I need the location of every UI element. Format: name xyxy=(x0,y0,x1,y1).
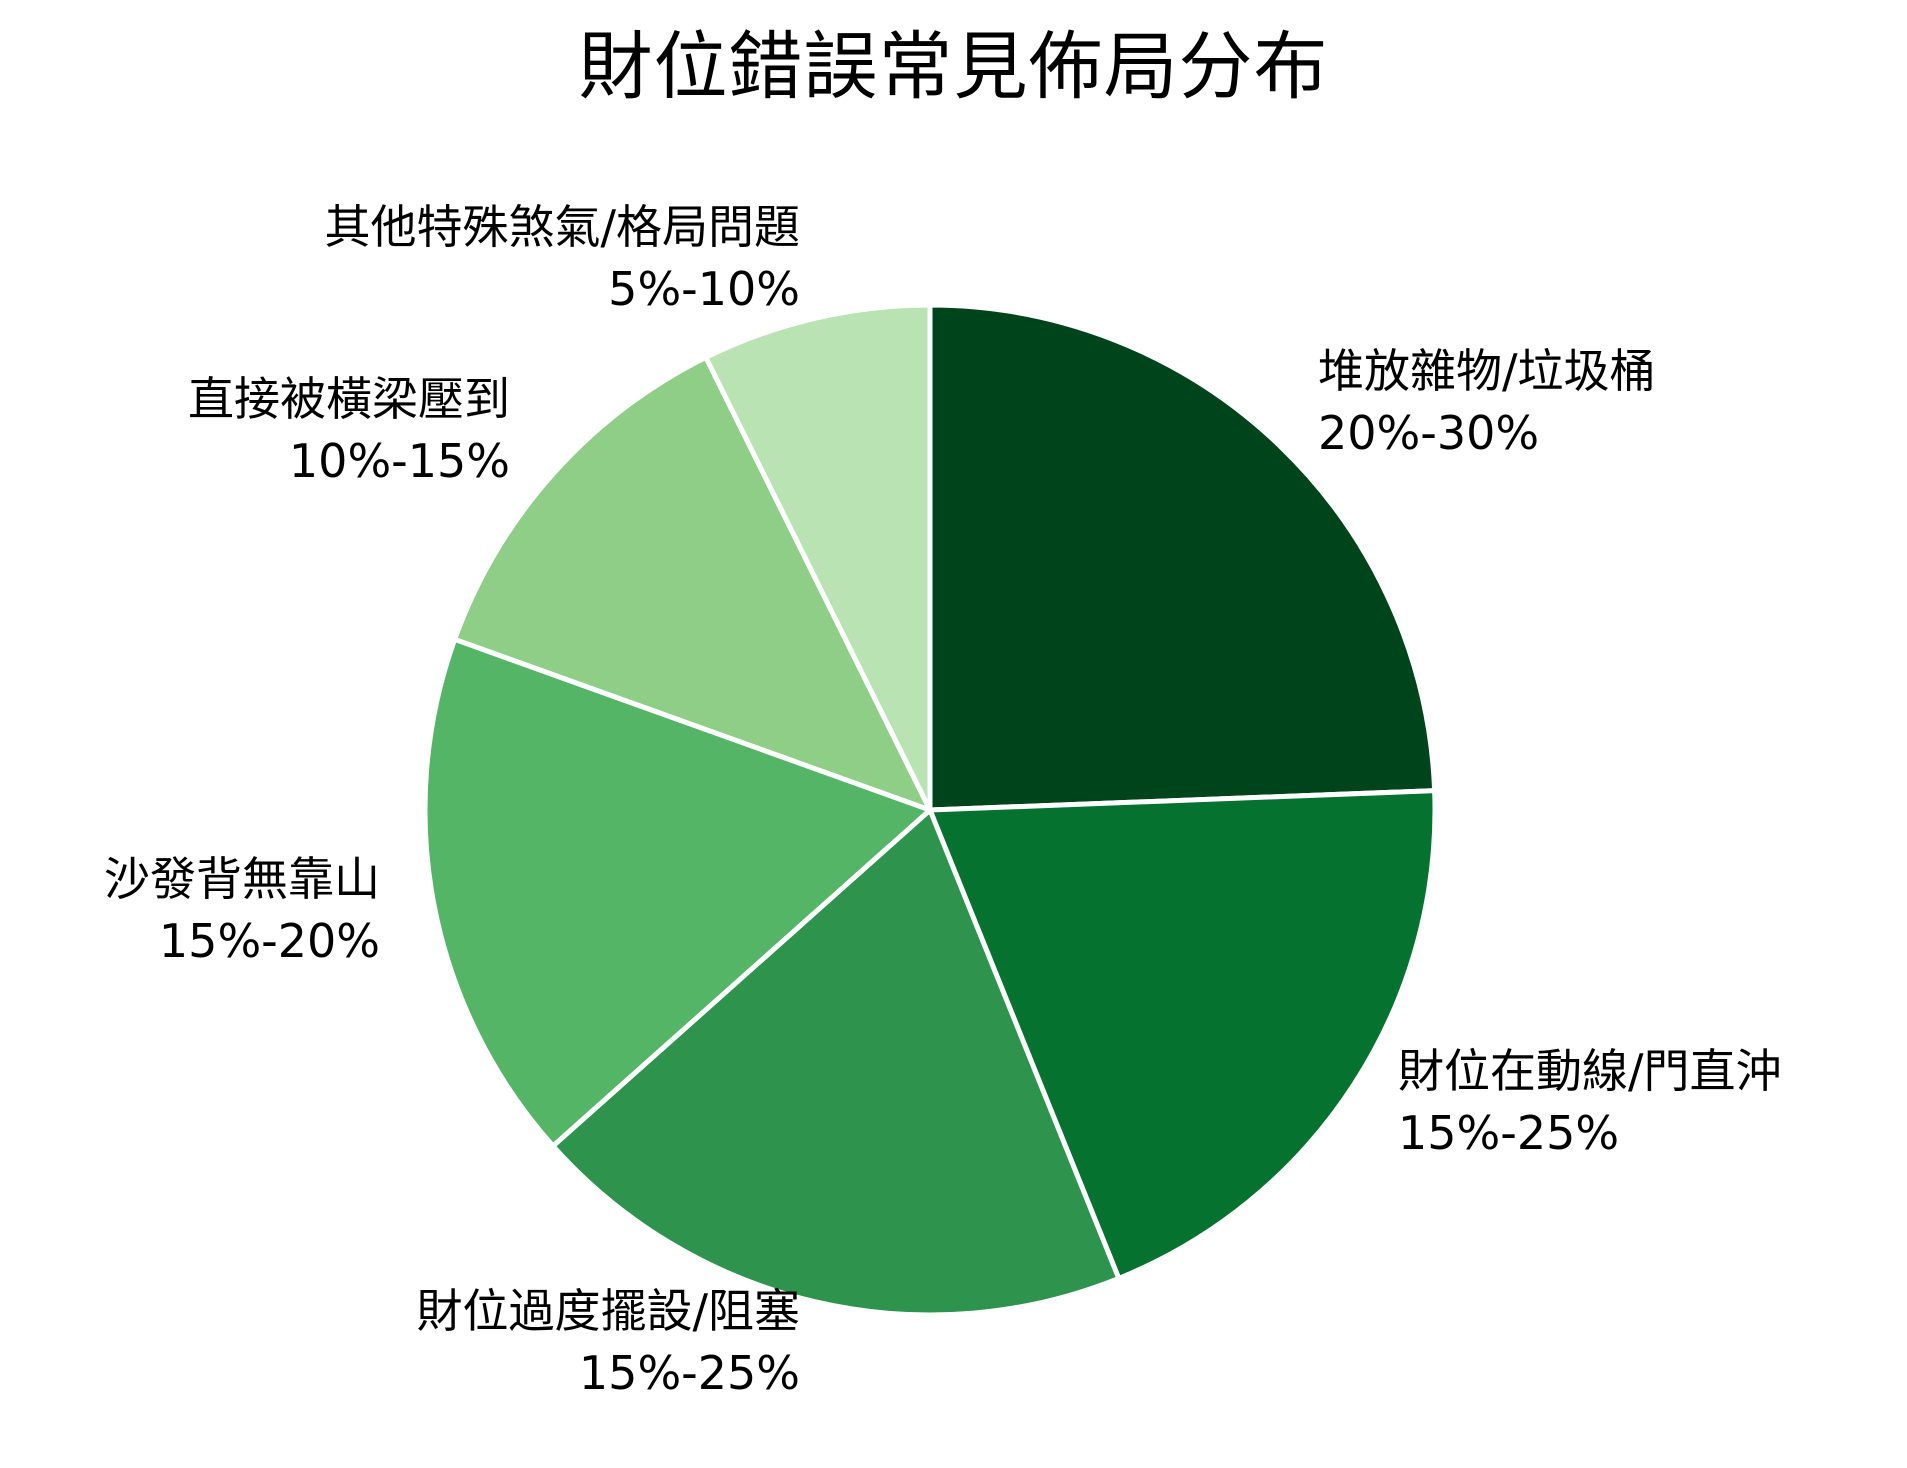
slice-name: 財位在動線/門直沖 xyxy=(1398,1044,1782,1098)
slice-range: 20%-30% xyxy=(1318,406,1540,460)
slice-name: 財位過度擺設/阻塞 xyxy=(416,1284,801,1338)
slice-range: 15%-25% xyxy=(1398,1106,1620,1160)
slice-name: 堆放雜物/垃圾桶 xyxy=(1318,344,1656,398)
pie-slice xyxy=(452,354,933,813)
label-sofa-no-backing: 沙發背無靠山 15%-20% xyxy=(104,848,380,972)
label-other-issues: 其他特殊煞氣/格局問題 5%-10% xyxy=(325,196,801,320)
pie-slice xyxy=(550,807,1122,1318)
pie-slice xyxy=(703,302,933,813)
slice-name: 沙發背無靠山 xyxy=(104,852,380,906)
slice-name: 其他特殊煞氣/格局問題 xyxy=(324,200,801,254)
slice-range: 15%-20% xyxy=(158,914,380,968)
pie-slice xyxy=(927,788,1438,1281)
slice-range: 10%-15% xyxy=(288,434,510,488)
pie-slices xyxy=(422,302,1438,1318)
slice-range: 15%-25% xyxy=(578,1346,800,1400)
label-clutter-trash: 堆放雜物/垃圾桶 20%-30% xyxy=(1318,340,1656,464)
slice-range: 5%-10% xyxy=(608,262,800,316)
label-over-decorated-blocked: 財位過度擺設/阻塞 15%-25% xyxy=(417,1280,801,1404)
label-beam-overhead: 直接被橫梁壓到 10%-15% xyxy=(188,368,510,492)
pie-slice xyxy=(927,302,1438,813)
chart-title: 財位錯誤常見佈局分布 xyxy=(578,24,1329,110)
slice-name: 直接被橫梁壓到 xyxy=(188,372,510,426)
label-walkway-door: 財位在動線/門直沖 15%-25% xyxy=(1398,1040,1782,1164)
